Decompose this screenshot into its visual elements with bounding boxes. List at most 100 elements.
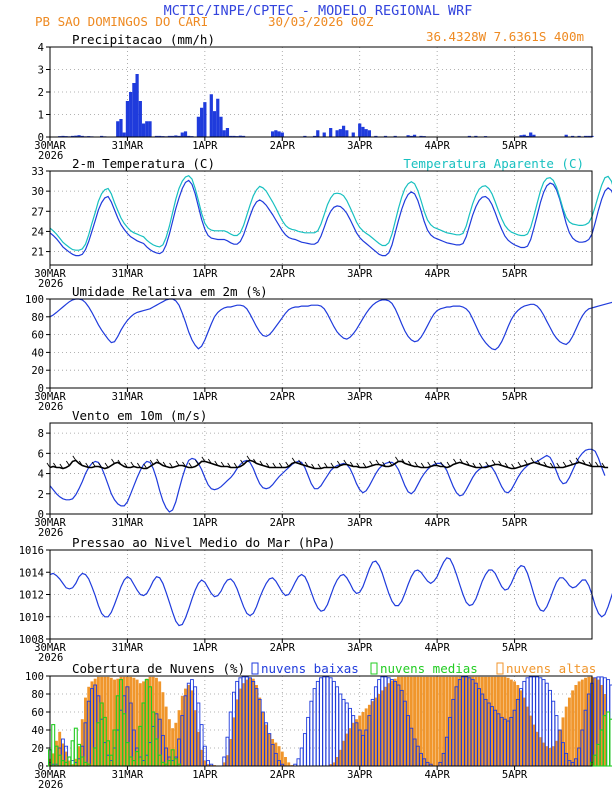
plot-frame — [49, 549, 593, 640]
wind-barb — [149, 459, 154, 465]
cloud-high-bar — [519, 690, 523, 766]
wind-panel: 0 2 4 6 8 Vento em 10m (m/s) 30MAR 31MAR 1APR 2AP… — [34, 408, 609, 539]
cloud-high-bar — [271, 739, 275, 766]
cloud-mid-bar — [609, 718, 612, 767]
cloud-high-bar — [522, 697, 526, 766]
wind-barb — [240, 459, 244, 465]
cloud-high-bar — [426, 676, 429, 766]
precip-bar — [374, 135, 378, 137]
cloud-high-bar — [406, 676, 410, 766]
y-tick-label: 0 — [38, 132, 44, 144]
x-tick-label: 1APR — [192, 769, 218, 781]
x-tick-label: 31MAR — [112, 517, 144, 529]
x-tick-label: 31MAR — [112, 391, 144, 403]
wind-barb — [272, 462, 277, 468]
coords-label: 36.4328W 7.6361S 400m — [426, 29, 584, 44]
y-tick-label: 1016 — [19, 545, 44, 557]
wind-barb — [304, 461, 309, 467]
wind-barb — [375, 459, 380, 465]
cloud-legend: nuvens baixas nuvens medias nuvens altas — [251, 661, 596, 676]
x-tick-label: 31MAR — [112, 642, 144, 654]
cloud-high-bar — [393, 678, 397, 766]
cloud-high-bar — [129, 676, 133, 766]
wind-barb — [298, 459, 303, 465]
cloud-high-bar — [158, 681, 162, 766]
cloud-high-bar — [574, 685, 578, 766]
y-tick-label: 2 — [38, 489, 44, 501]
legend-label: Temperatura Aparente (C) — [403, 156, 584, 171]
wind-barb — [156, 458, 161, 464]
cloud-high-bar — [429, 676, 433, 766]
cloud-low-bar — [328, 677, 333, 767]
cloud-high-bar — [119, 676, 123, 766]
series-line — [49, 174, 612, 251]
wind-barb — [311, 463, 315, 469]
x-tick-label: 5APR — [502, 391, 528, 403]
cloud-high-bar — [409, 676, 413, 766]
y-tick-label: 0 — [38, 761, 44, 773]
cloud-high-bar — [580, 679, 584, 766]
x-tick-label: 30MAR — [34, 140, 66, 152]
precip-bar — [341, 125, 346, 137]
x-tick-label: 30MAR — [34, 517, 66, 529]
cloud-high-bar — [232, 717, 236, 766]
cloud-high-bar — [358, 715, 362, 766]
y-tick-label: 20 — [31, 743, 44, 755]
precip-bar — [203, 102, 207, 137]
precip-bar — [393, 135, 397, 137]
wind-barb — [446, 461, 451, 467]
cloud-high-bar — [338, 749, 342, 766]
precip-bar — [525, 135, 530, 137]
y-tick-label: 1012 — [19, 590, 44, 602]
x-tick-label: 2APR — [270, 642, 296, 654]
wind-barb — [117, 459, 122, 465]
cloud-high-bar — [490, 676, 494, 766]
precip-bar — [532, 134, 536, 137]
cloud-high-bar — [255, 685, 258, 766]
cloud-high-bar — [229, 739, 233, 766]
precip-bar — [209, 94, 213, 137]
cloud-low-bar — [302, 733, 307, 767]
y-tick-label: 21 — [31, 247, 44, 259]
cloud-high-bar — [467, 676, 471, 766]
y-tick-label: 4 — [38, 42, 44, 54]
precip-bar — [335, 130, 339, 137]
y-tick-label: 0 — [38, 383, 44, 395]
cloud-high-bar — [538, 737, 542, 766]
precip-bar — [383, 135, 388, 137]
precip-bar — [135, 74, 139, 137]
x-year-label: 2026 — [38, 401, 63, 413]
legend-label: nuvens altas — [506, 661, 596, 676]
cloud-high-bar — [548, 748, 552, 766]
cloud-high-bar — [532, 724, 536, 766]
precip-bar — [274, 130, 278, 137]
cloud-high-bar — [535, 731, 539, 766]
y-tick-label: 1010 — [19, 612, 44, 624]
wind-barb — [459, 458, 464, 464]
cloud-high-bar — [477, 676, 481, 766]
cloud-high-bar — [567, 697, 571, 766]
precip-bar — [280, 132, 284, 137]
cloud-high-bar — [577, 681, 581, 766]
wind-barb — [601, 462, 606, 468]
cloud-low-bar — [315, 680, 320, 767]
wind-barb — [401, 458, 406, 464]
precip-bar — [80, 135, 84, 137]
precip-bar — [241, 135, 246, 137]
x-year-label: 2026 — [38, 278, 63, 290]
cloud-high-bar — [106, 676, 110, 766]
cloud-high-bar — [564, 706, 568, 766]
x-tick-label: 3APR — [347, 268, 373, 280]
panel-title: 2-m Temperatura (C) — [72, 156, 215, 171]
cloud-high-bar — [125, 676, 129, 766]
wind-barb — [72, 455, 77, 461]
x-tick-label: 2APR — [270, 391, 296, 403]
cloud-high-bar — [458, 676, 462, 766]
x-tick-label: 1APR — [192, 268, 218, 280]
plot-frame — [49, 298, 593, 389]
cloud-low-bar — [306, 716, 310, 767]
wind-barb — [227, 462, 232, 468]
cloud-mid-bar — [606, 711, 611, 767]
cloud-high-bar — [361, 712, 365, 766]
y-tick-label: 30 — [31, 186, 44, 198]
